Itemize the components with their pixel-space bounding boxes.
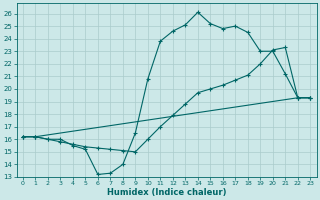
X-axis label: Humidex (Indice chaleur): Humidex (Indice chaleur) [107,188,226,197]
